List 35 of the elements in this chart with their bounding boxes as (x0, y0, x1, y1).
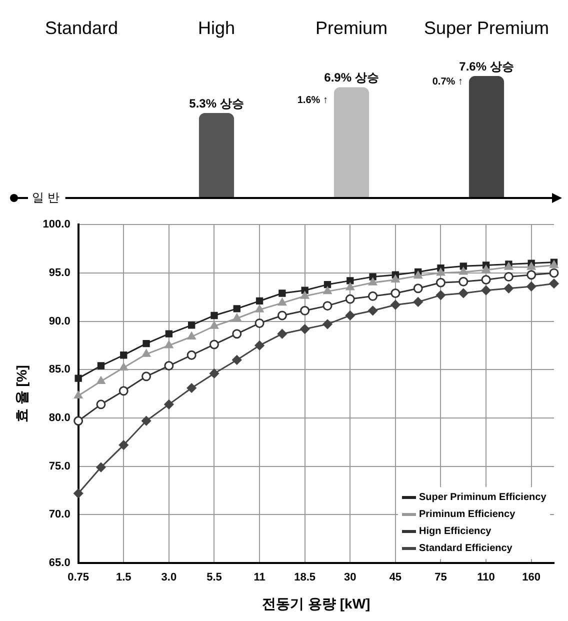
x-tick-label: 30 (344, 572, 356, 584)
x-tick-label: 1.5 (116, 572, 132, 584)
text: 일 반 (32, 190, 60, 204)
x-tick-label: 5.5 (206, 572, 222, 584)
y-tick-label: 95.0 (48, 266, 70, 279)
x-tick-label: 160 (522, 572, 541, 584)
y-axis-title: 효 율 [%] (13, 365, 30, 423)
x-tick-label: 110 (477, 572, 495, 584)
legend-label: Standard Efficiency (419, 542, 512, 556)
y-tick-label: 70.0 (48, 508, 70, 521)
data-label: 7.6% 상승 (459, 59, 514, 74)
legend-label: Super Priminum Efficiency (419, 491, 546, 505)
y-tick-label: 90.0 (48, 315, 70, 328)
x-tick-label: 11 (254, 572, 266, 584)
x-tick-label: 18.5 (294, 572, 316, 584)
x-tick-label: 75 (434, 572, 447, 584)
x-tick-label: Standard (44, 18, 118, 38)
annotation: 0.7% ↑ (432, 76, 463, 88)
x-tick-label: Premium (315, 18, 388, 38)
y-tick-label: 80.0 (48, 412, 70, 424)
y-tick-label: 65.0 (48, 557, 70, 570)
x-tick-label: High (198, 18, 236, 38)
y-tick-label: 75.0 (48, 460, 70, 472)
y-tick-label: 100.0 (42, 218, 70, 231)
x-axis-title: 전동기 용량 [kW] (262, 595, 370, 612)
x-tick-label: 0.75 (68, 572, 90, 584)
legend-label: Hign Efficiency (419, 525, 492, 539)
data-label: 6.9% 상승 (324, 70, 379, 85)
legend-label: Priminum Efficiency (419, 508, 516, 522)
annotation: 1.6% ↑ (297, 94, 328, 106)
y-tick-label: 85.0 (48, 364, 70, 376)
data-label: 5.3% 상승 (189, 96, 244, 110)
x-tick-label: 45 (389, 572, 402, 584)
x-tick-label: Super Premium (424, 18, 550, 38)
x-tick-label: 3.0 (161, 572, 177, 584)
